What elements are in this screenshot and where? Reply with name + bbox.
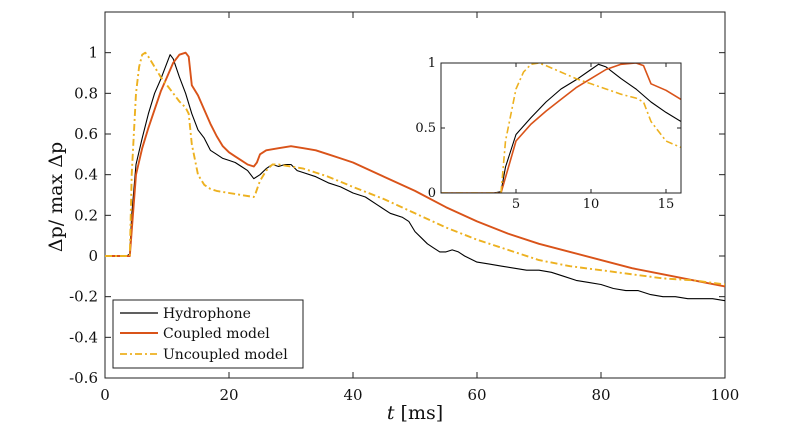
main-series-uncoupled-model [105,51,725,286]
main-y-tick-label: 0 [88,247,98,265]
main-y-tick-label: -0.4 [69,328,98,346]
inset-background [441,63,681,193]
main-series-hydrophone [105,54,725,302]
main-x-tick-label: 80 [591,386,610,404]
inset-y-tick-label: 0.5 [415,121,436,136]
legend-label-coupled: Coupled model [163,326,270,342]
main-x-tick-label: 60 [467,386,486,404]
main-plot-frame [104,11,726,379]
main-x-tick-label: 20 [219,386,238,404]
inset-x-tick-label: 5 [512,197,520,212]
main-x-tick-label: 0 [100,386,110,404]
legend-label-uncoupled: Uncoupled model [163,347,288,363]
inset-x-tick-label: 10 [583,197,600,212]
main-axes: 0 20 40 60 80 100-0.6-0.4-0.200.20.40.60.81 [69,12,739,404]
inset-x-tick-label: 15 [658,197,675,212]
main-series-coupled-model [105,51,725,288]
legend: Hydrophone Coupled model Uncoupled model [112,299,304,369]
legend-label-hydrophone: Hydrophone [163,306,251,322]
x-axis-label: t [ms] [387,402,443,424]
main-x-tick-label: 100 [711,386,740,404]
inset-series-group [441,63,681,193]
main-y-tick-label: 0.6 [74,125,98,143]
main-y-tick-label: 1 [88,44,98,62]
inset-y-tick-label: 0 [428,186,436,201]
main-y-tick-label: -0.6 [69,369,98,387]
inset-y-tick-label: 1 [428,56,436,71]
main-y-tick-label: 0.4 [74,166,98,184]
main-y-tick-label: 0.2 [74,206,98,224]
main-x-tick-label: 40 [343,386,362,404]
inset-axes: 5 10 15 0 0.5 1 [415,56,681,212]
inset-series-coupled-model [441,63,681,193]
main-y-tick-label: 0.8 [74,84,98,102]
main-series-group [105,51,725,302]
main-y-tick-label: -0.2 [69,288,98,306]
inset-series-uncoupled-model [441,63,681,193]
inset-series-hydrophone [441,63,681,193]
y-axis-label: Δp/ max Δp [45,142,67,252]
